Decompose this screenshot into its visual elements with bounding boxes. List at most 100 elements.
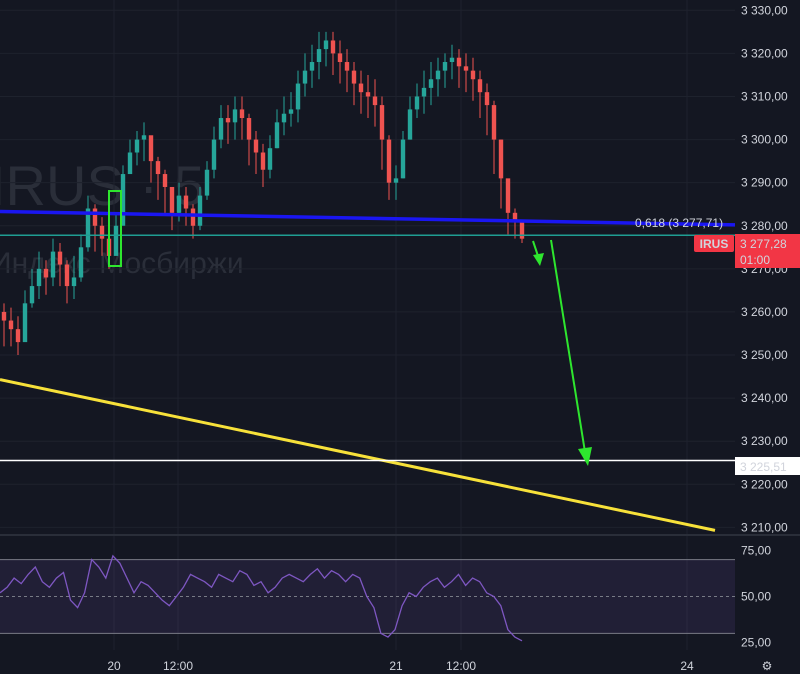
price-tick: 3 310,00 — [741, 89, 788, 103]
candle-body — [267, 148, 273, 170]
price-tick: 3 280,00 — [741, 219, 788, 233]
candle-body — [456, 57, 462, 67]
candle-body — [281, 113, 287, 123]
drawings: 0,618 (3 277,71) — [0, 190, 736, 532]
price-tick: 3 210,00 — [741, 520, 788, 534]
candle-body — [225, 118, 231, 123]
rsi-tick: 50,00 — [741, 590, 771, 604]
candle-body — [232, 109, 238, 123]
rsi-axis[interactable]: 75,00 50,00 25,00 — [741, 543, 771, 649]
candle-body — [99, 225, 105, 239]
candle-body — [85, 208, 91, 248]
candle-body — [407, 109, 413, 140]
price-tick: 3 230,00 — [741, 434, 788, 448]
current-price-countdown: 01:00 — [740, 253, 770, 267]
candle-body — [351, 70, 357, 84]
candle-body — [498, 139, 504, 179]
candle-body — [421, 87, 427, 97]
highlight-box[interactable] — [108, 190, 122, 267]
candle-body — [505, 178, 511, 213]
current-price-value: 3 277,28 — [740, 237, 787, 251]
candle-body — [155, 161, 161, 175]
price-tick: 3 300,00 — [741, 133, 788, 147]
price-axis[interactable]: 3 330,00 3 320,00 3 310,00 3 300,00 3 290,00… — [741, 3, 788, 534]
price-tick: 3 290,00 — [741, 176, 788, 190]
current-price-tag: IRUS 3 277,28 01:00 — [694, 234, 800, 268]
fib-level-label: 0,618 (3 277,71) — [635, 216, 723, 230]
candle-body — [15, 329, 21, 343]
candle-body — [428, 79, 434, 88]
candle-body — [176, 195, 182, 213]
candle-body — [484, 92, 490, 106]
candle-body — [36, 268, 42, 287]
candle-body — [379, 105, 385, 140]
rsi-line — [0, 554, 523, 642]
candle-body — [50, 251, 56, 278]
candle-body — [246, 118, 252, 140]
time-tick: 12:00 — [446, 659, 476, 673]
candle-body — [274, 122, 280, 149]
candle-body — [148, 135, 154, 162]
time-axis[interactable]: 20 12:00 21 12:00 24 — [107, 659, 694, 673]
candle-body — [190, 208, 196, 226]
candle-body — [344, 62, 350, 71]
candle-body — [43, 268, 49, 278]
candle-body — [365, 92, 371, 97]
settings-gear-icon[interactable]: ⚙ — [762, 659, 773, 673]
candle-body — [470, 70, 476, 80]
price-tick: 3 220,00 — [741, 477, 788, 491]
candle-body — [330, 40, 336, 54]
candle-body — [302, 70, 308, 84]
yellow-trendline[interactable] — [0, 378, 716, 532]
candle-body — [442, 62, 448, 71]
candle-body — [358, 83, 364, 93]
blue-trendline[interactable] — [0, 209, 736, 227]
candle-body — [71, 277, 77, 287]
rsi-tick: 25,00 — [741, 636, 771, 650]
candle-body — [127, 152, 133, 175]
candle-body — [414, 96, 420, 110]
candle-body — [449, 57, 455, 63]
candle-body — [211, 139, 217, 170]
candle-body — [113, 225, 119, 256]
candle-body — [78, 247, 84, 278]
candle-body — [323, 40, 329, 50]
candle-body — [169, 186, 175, 213]
candle-body — [309, 62, 315, 71]
candle-body — [22, 303, 28, 343]
candle-body — [260, 152, 266, 170]
candle-body — [477, 79, 483, 93]
candle-body — [400, 139, 406, 179]
small-down-arrow — [532, 240, 544, 266]
target-down-arrow — [550, 239, 592, 466]
price-tick: 3 320,00 — [741, 46, 788, 60]
candle-body — [337, 53, 343, 63]
candle-body — [57, 251, 63, 265]
candle-body — [183, 195, 189, 209]
candle-body — [386, 139, 392, 183]
candle-body — [92, 208, 98, 226]
time-tick: 12:00 — [163, 659, 193, 673]
candle-body — [197, 195, 203, 226]
price-tick: 3 330,00 — [741, 3, 788, 17]
candle-body — [218, 118, 224, 140]
time-tick: 21 — [389, 659, 403, 673]
time-tick: 20 — [107, 659, 121, 673]
candle-body — [204, 169, 210, 196]
candle-body — [295, 83, 301, 110]
candle-body — [1, 311, 7, 321]
price-tick: 3 250,00 — [741, 348, 788, 362]
rsi-tick: 75,00 — [741, 543, 771, 557]
candlestick-series — [1, 31, 525, 356]
target-price-tag: 3 225,51 — [735, 457, 800, 475]
candle-body — [8, 320, 14, 330]
time-tick: 24 — [680, 659, 694, 673]
candle-body — [239, 109, 245, 119]
candle-body — [141, 135, 147, 140]
candle-body — [512, 212, 518, 222]
candle-body — [491, 105, 497, 140]
candle-body — [393, 178, 399, 183]
candle-body — [253, 139, 259, 153]
candle-body — [316, 49, 322, 63]
